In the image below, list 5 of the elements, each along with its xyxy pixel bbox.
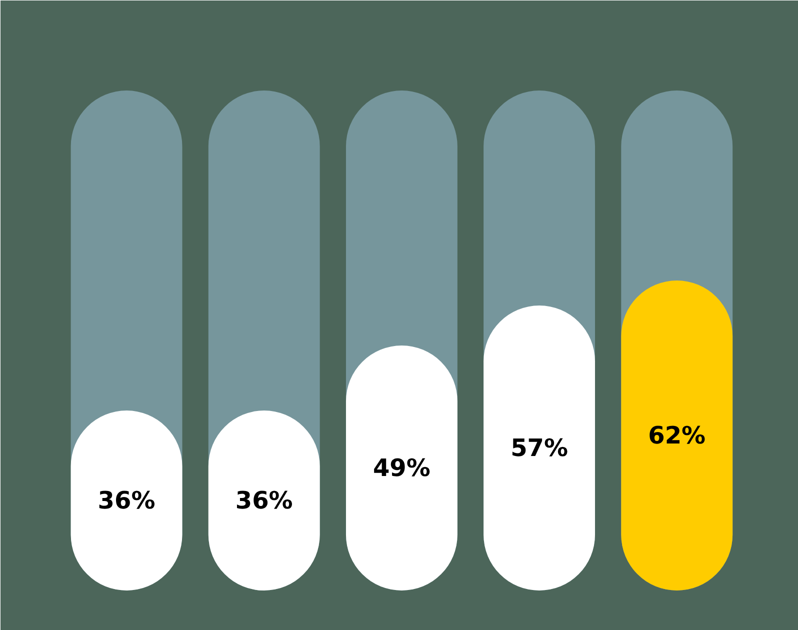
data-label: 36%: [98, 486, 156, 514]
data-label: 36%: [235, 486, 293, 514]
data-label: 57%: [510, 434, 568, 462]
data-label: 49%: [372, 454, 430, 482]
data-label: 62%: [648, 422, 706, 450]
